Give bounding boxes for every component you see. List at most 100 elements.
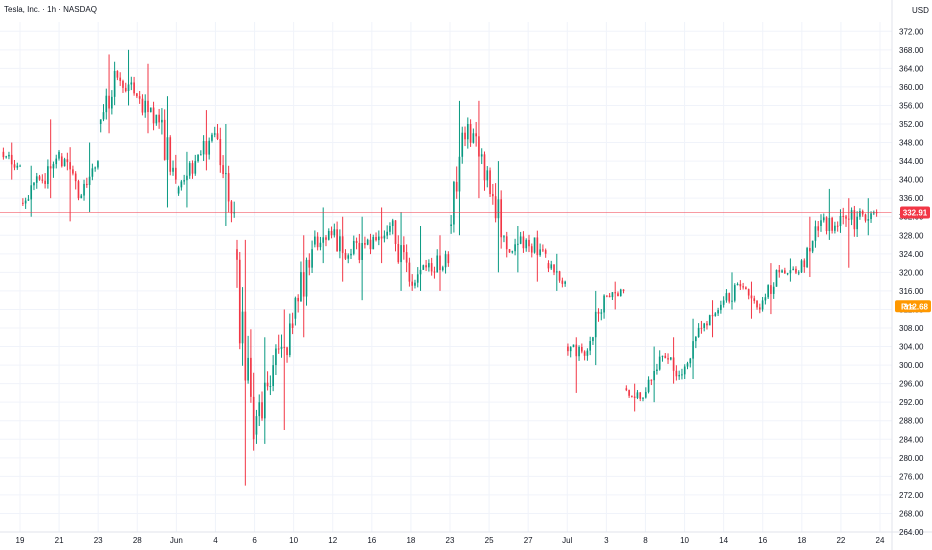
candle-body xyxy=(22,202,24,204)
candle-body xyxy=(778,269,781,273)
candle-body xyxy=(720,304,722,311)
candle-body xyxy=(247,357,249,381)
candle-body xyxy=(850,210,853,220)
candle-body xyxy=(227,173,230,202)
candle-body xyxy=(211,134,213,141)
candle-body xyxy=(603,295,605,313)
candle-body xyxy=(314,236,316,245)
candle-body xyxy=(77,181,80,199)
candle-body xyxy=(747,289,750,296)
candle-body xyxy=(455,181,458,192)
candle-body xyxy=(177,187,180,194)
candle-body xyxy=(478,136,480,157)
candle-body xyxy=(102,112,105,120)
candle-body xyxy=(263,382,266,419)
candle-body xyxy=(500,199,503,238)
candle-body xyxy=(200,154,202,156)
candle-body xyxy=(647,379,650,392)
candle-body xyxy=(514,244,516,252)
candle-body xyxy=(795,268,797,273)
candle-body xyxy=(781,270,783,273)
candle-body xyxy=(383,235,386,239)
candle-body xyxy=(711,315,714,317)
candle-body xyxy=(789,270,792,274)
last-price-badge xyxy=(900,206,930,219)
candle-body xyxy=(69,162,71,170)
candle-body xyxy=(358,242,361,260)
candle-body xyxy=(658,356,661,370)
candle-body xyxy=(44,180,46,184)
candle-body xyxy=(664,355,667,359)
candle-body xyxy=(275,348,277,366)
candle-body xyxy=(191,163,194,174)
candle-body xyxy=(180,181,183,188)
candle-body xyxy=(661,355,664,357)
candle-body xyxy=(405,252,408,263)
y-tick-label: 368.00 xyxy=(899,46,924,55)
candle-body xyxy=(344,252,347,259)
candle-body xyxy=(544,250,547,254)
candle-body xyxy=(327,230,330,240)
y-tick-label: 372.00 xyxy=(899,27,924,36)
candle-body xyxy=(138,96,141,99)
candle-body xyxy=(308,259,311,268)
candle-body xyxy=(364,243,366,245)
x-tick-label: 10 xyxy=(680,536,689,545)
candle-body xyxy=(208,140,211,155)
candle-body xyxy=(639,392,642,399)
candle-body xyxy=(414,282,416,286)
candle-body xyxy=(836,225,839,227)
candle-body xyxy=(583,351,586,356)
candle-body xyxy=(772,286,775,294)
candle-body xyxy=(361,243,363,260)
candle-body xyxy=(722,300,725,305)
candle-body xyxy=(130,82,133,85)
candle-body xyxy=(553,264,555,273)
candle-body xyxy=(736,284,739,286)
candle-body xyxy=(286,347,288,356)
candle-body xyxy=(355,240,358,243)
y-tick-label: 348.00 xyxy=(899,139,924,148)
candle-body xyxy=(578,346,580,357)
candle-body xyxy=(784,270,786,274)
candle-body xyxy=(339,236,341,252)
candle-body xyxy=(697,327,700,338)
candle-body xyxy=(569,347,572,352)
candle-body xyxy=(745,287,747,290)
candle-body xyxy=(403,245,405,253)
price-axis[interactable]: 264.00 268.00 272.00 276.00 280.00 284.00 288.… xyxy=(899,27,924,537)
candle-body xyxy=(33,182,35,186)
candle-body xyxy=(458,156,461,192)
candle-body xyxy=(542,249,544,251)
x-tick-label: 27 xyxy=(524,536,533,545)
candle-body xyxy=(333,229,336,236)
candle-body xyxy=(689,358,692,364)
y-tick-label: 308.00 xyxy=(899,324,924,333)
time-axis[interactable]: 19 21 23 28 Jun 4 6 10 12 16 18 23 25 27 Jul 3 8 10 14 16 18… xyxy=(16,536,885,545)
candle-body xyxy=(742,286,744,288)
candle-body xyxy=(141,98,144,113)
candle-body xyxy=(389,226,391,232)
candle-body xyxy=(336,229,338,252)
candle-body xyxy=(706,323,708,326)
candle-body xyxy=(847,218,850,220)
candle-body xyxy=(411,281,414,286)
candle-body xyxy=(400,245,402,263)
candle-body xyxy=(580,346,583,352)
x-tick-label: 25 xyxy=(485,536,494,545)
candle-body xyxy=(517,243,519,245)
candle-body xyxy=(35,176,38,183)
candle-body xyxy=(672,357,675,371)
candle-body xyxy=(99,119,102,124)
candle-body xyxy=(792,268,795,271)
candle-body xyxy=(55,158,58,165)
x-tick-label: 4 xyxy=(213,536,218,545)
candle-body xyxy=(828,217,831,231)
candle-body xyxy=(60,156,63,167)
candle-body xyxy=(416,274,419,283)
candle-body xyxy=(631,395,633,397)
candle-body xyxy=(856,216,858,230)
candle-body xyxy=(683,366,686,375)
